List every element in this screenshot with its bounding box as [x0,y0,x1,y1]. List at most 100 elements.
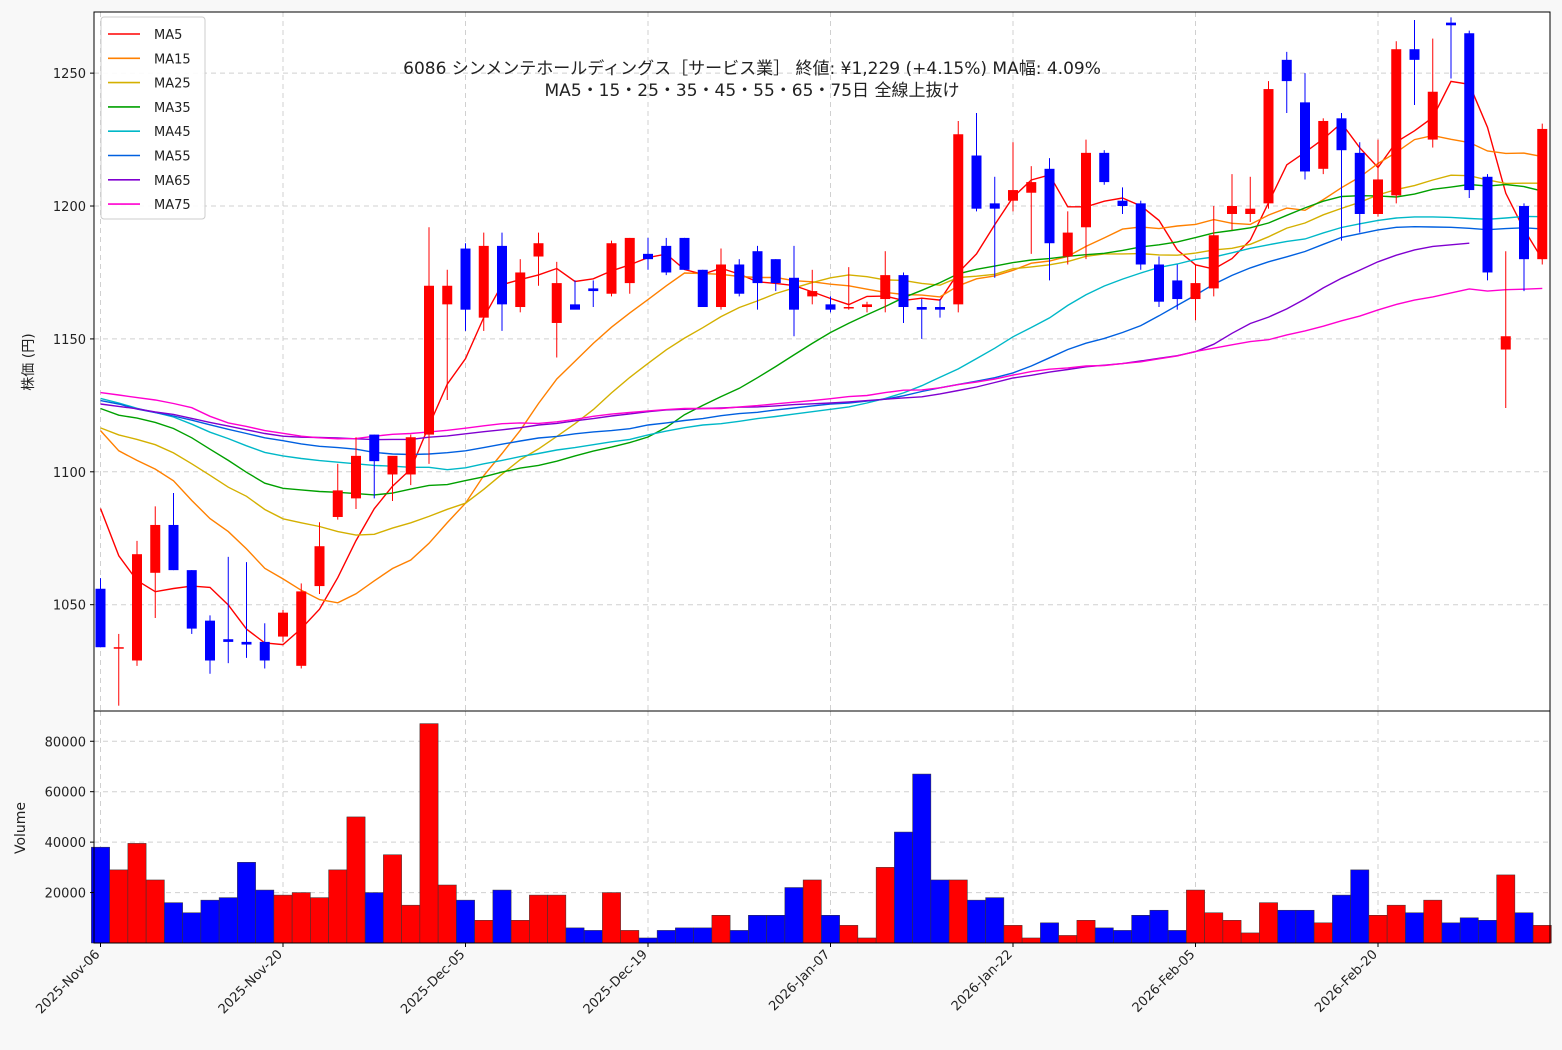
legend-label-ma25: MA25 [154,77,191,92]
candle [186,570,197,634]
volume-bar [1386,904,1406,944]
candle [1427,38,1438,148]
candle [697,269,708,308]
volume-bar [1058,935,1078,944]
candle-body [661,245,672,273]
volume-bar [930,879,950,944]
candle [223,556,234,664]
candle-body [1245,208,1256,214]
volume-bar [948,879,968,944]
candle-body [278,612,288,637]
candle-body [405,437,416,475]
candle [843,267,854,310]
candle [1099,150,1110,185]
volume-bar [711,915,731,944]
volume-bar [967,899,986,944]
volume-bar [1295,909,1315,944]
price-y-tick-label: 1150 [53,333,86,348]
candle [1519,203,1529,292]
candle [132,540,142,666]
volume-bar [1332,894,1351,944]
candle-body [1446,22,1456,26]
candle-body [1117,200,1128,207]
candle-body [734,264,745,294]
legend-label-ma45: MA45 [154,125,191,140]
candle [296,583,307,669]
volume-bar [1240,932,1260,944]
volume-bar [857,937,877,944]
candle [1190,264,1201,321]
candle [150,506,161,618]
candle-body [1482,176,1493,273]
candle [862,301,872,313]
candle [1263,81,1274,209]
candle-body [1263,89,1274,204]
volume-bar [1186,889,1205,944]
legend-label-ma15: MA15 [154,52,191,67]
volume-bar [638,937,658,944]
volume-bar [401,904,421,944]
volume-bar [510,920,530,944]
legend-label-ma5: MA5 [154,28,182,43]
volume-bar [127,843,147,944]
volume-y-tick-label: 60000 [45,786,86,801]
candle-body [807,291,818,297]
volume-bar [1094,927,1114,944]
volume-bar [383,854,402,944]
volume-bar [1204,912,1224,944]
volume-bar [547,894,567,944]
candle [278,610,288,642]
candle-body [186,570,197,629]
candle-body [296,591,307,666]
candle-body [478,245,489,318]
candle-body [332,490,343,517]
candle-body [95,588,106,648]
candle-body [533,243,544,257]
candle [551,261,562,358]
candle-body [1354,152,1365,214]
volume-bar [200,899,220,944]
candle-body [1008,190,1018,201]
volume-bar [456,899,475,944]
candle-body [697,269,708,308]
candle [716,248,726,310]
legend-label-ma55: MA55 [154,150,191,165]
volume-bar [1350,869,1370,944]
candle [570,280,580,310]
candle [1208,206,1219,297]
candle-body [1208,235,1219,289]
volume-bar [1003,925,1023,944]
candle-body [989,203,1000,209]
price-y-tick-label: 1100 [53,466,86,481]
candle [1154,256,1164,308]
volume-bar [894,831,913,944]
candle [989,176,1000,278]
volume-bar [1040,922,1059,944]
candle-body [1537,128,1548,260]
candle [515,259,526,313]
candle [1300,73,1310,180]
volume-y-tick-label: 20000 [45,887,86,902]
candle [113,633,124,706]
candle-body [588,288,599,292]
volume-bar [1423,899,1443,944]
candle-body [935,307,945,310]
candle [1446,17,1456,79]
candle [533,232,544,286]
candle [752,245,763,310]
volume-bar [675,927,694,944]
candle-body [1500,336,1511,350]
candle [332,463,343,520]
legend: MA5 MA15 MA25 MA35 MA45 MA55 MA65 MA75 [100,16,206,220]
candle [588,280,599,308]
candle-body [1281,59,1292,82]
candle-body [898,275,909,308]
price-panel: 1050 1100 1150 1200 1250 株価 (円) 6086 シンメンテホー… [21,11,1551,712]
volume-bar [784,887,804,944]
volume-bar [364,892,384,944]
volume-bar [1459,917,1479,944]
candle [880,251,891,313]
legend-label-ma65: MA65 [154,174,191,189]
volume-bar [255,889,275,944]
price-y-axis-title: 株価 (円) [21,333,37,390]
